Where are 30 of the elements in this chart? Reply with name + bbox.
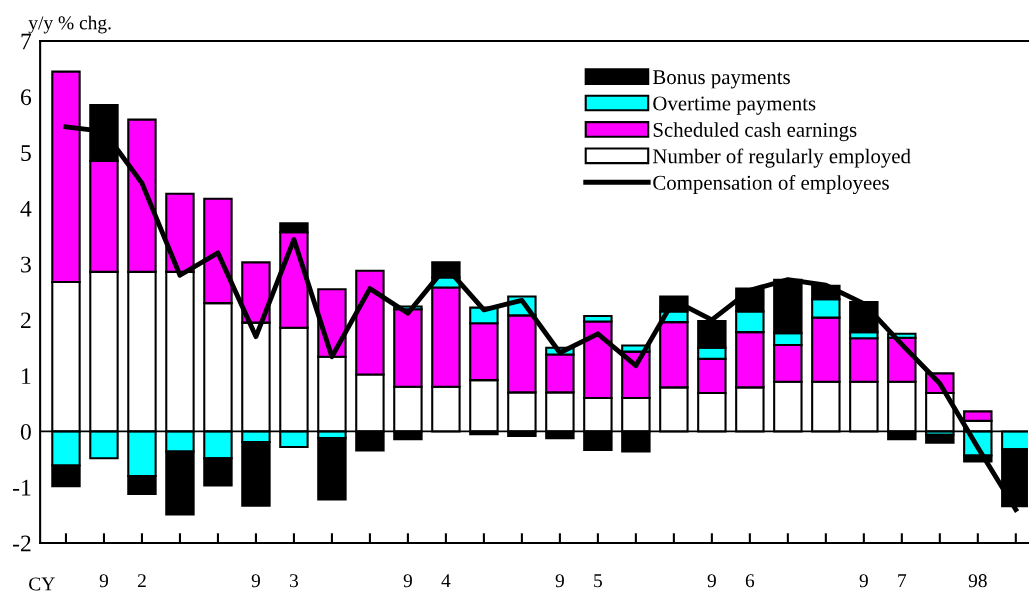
y-axis-title: y/y % chg.	[28, 15, 111, 34]
y-tick-label: 0	[20, 423, 31, 440]
y-tick-label: -1	[13, 479, 31, 496]
x-tick-label: 5	[594, 574, 602, 588]
y-tick-label: 4	[20, 200, 32, 217]
x-tick-label: 3	[290, 574, 299, 588]
x-tick-label: 2	[137, 574, 146, 588]
x-tick-label: 9	[403, 574, 412, 588]
x-tick-label: 9	[859, 574, 868, 588]
y-tick-label: 3	[21, 256, 31, 273]
x-tick-label: 9	[707, 574, 716, 588]
y-tick-label: 2	[21, 312, 31, 329]
x-tick-label: 98	[968, 574, 987, 588]
x-tick-label: 6	[745, 574, 755, 588]
y-tick-label: 5	[21, 145, 31, 161]
x-tick-label: 4	[441, 574, 451, 588]
x-tick-label: 7	[898, 574, 907, 588]
legend-label: Scheduled cash earnings	[653, 122, 857, 142]
x-tick-label: 9	[555, 574, 564, 588]
x-tick-label: 9	[99, 574, 109, 588]
x-tick-label: 9	[251, 574, 260, 588]
y-tick-label: 7	[21, 33, 32, 50]
legend-label: Overtime payments	[653, 96, 816, 115]
text: CY	[29, 577, 55, 591]
legend-label: Compensation of employees	[653, 174, 889, 195]
y-tick-label: 1	[22, 368, 31, 384]
legend-label: Bonus payments	[652, 70, 790, 89]
y-tick-label: 6	[21, 89, 32, 106]
legend-label: Number of regularly employed	[652, 148, 911, 168]
y-tick-label: -2	[13, 535, 31, 552]
